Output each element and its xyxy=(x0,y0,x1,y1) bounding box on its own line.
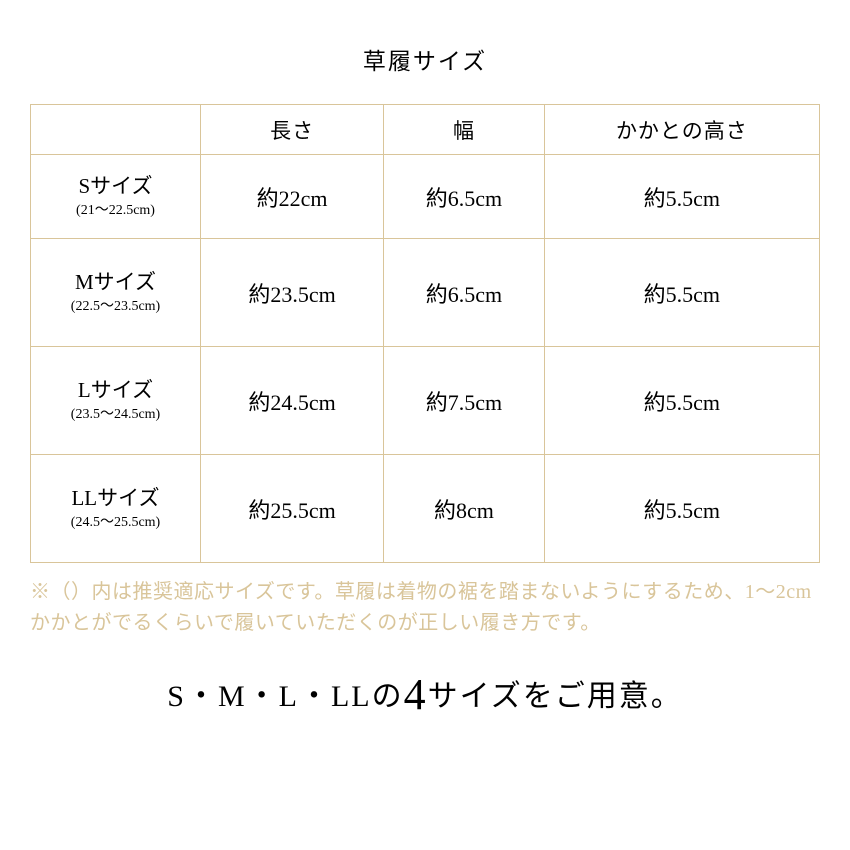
table-row: LLサイズ (24.5〜25.5cm) 約25.5cm 約8cm 約5.5cm xyxy=(31,455,820,563)
table-row: Mサイズ (22.5〜23.5cm) 約23.5cm 約6.5cm 約5.5cm xyxy=(31,239,820,347)
length-cell: 約25.5cm xyxy=(201,455,384,563)
size-range: (24.5〜25.5cm) xyxy=(31,514,200,532)
size-cell: Mサイズ (22.5〜23.5cm) xyxy=(31,239,201,347)
col-header-heel: かかとの高さ xyxy=(544,105,819,155)
size-name: LLサイズ xyxy=(31,485,200,512)
size-cell: Sサイズ (21〜22.5cm) xyxy=(31,155,201,239)
size-cell: LLサイズ (24.5〜25.5cm) xyxy=(31,455,201,563)
width-cell: 約6.5cm xyxy=(384,155,544,239)
size-range: (21〜22.5cm) xyxy=(31,202,200,220)
heel-cell: 約5.5cm xyxy=(544,239,819,347)
length-cell: 約24.5cm xyxy=(201,347,384,455)
size-name: Sサイズ xyxy=(31,173,200,200)
tagline: S・M・L・LLの4サイズをご用意。 xyxy=(167,669,682,720)
table-header-row: 長さ 幅 かかとの高さ xyxy=(31,105,820,155)
tagline-pre: S・M・L・LLの xyxy=(167,680,403,713)
size-name: Lサイズ xyxy=(31,377,200,404)
col-header-blank xyxy=(31,105,201,155)
heel-cell: 約5.5cm xyxy=(544,155,819,239)
heel-cell: 約5.5cm xyxy=(544,455,819,563)
col-header-width: 幅 xyxy=(384,105,544,155)
size-name: Mサイズ xyxy=(31,269,200,296)
tagline-post: サイズをご用意。 xyxy=(428,680,683,713)
tagline-number: 4 xyxy=(404,670,428,719)
footnote: ※（）内は推奨適応サイズです。草履は着物の裾を踏まないようにするため、1〜2cm… xyxy=(30,577,820,639)
width-cell: 約7.5cm xyxy=(384,347,544,455)
heel-cell: 約5.5cm xyxy=(544,347,819,455)
size-range: (22.5〜23.5cm) xyxy=(31,298,200,316)
length-cell: 約23.5cm xyxy=(201,239,384,347)
table-row: Lサイズ (23.5〜24.5cm) 約24.5cm 約7.5cm 約5.5cm xyxy=(31,347,820,455)
width-cell: 約6.5cm xyxy=(384,239,544,347)
page-title: 草履サイズ xyxy=(363,42,487,76)
table-row: Sサイズ (21〜22.5cm) 約22cm 約6.5cm 約5.5cm xyxy=(31,155,820,239)
length-cell: 約22cm xyxy=(201,155,384,239)
size-table: 長さ 幅 かかとの高さ Sサイズ (21〜22.5cm) 約22cm 約6.5c… xyxy=(30,104,820,563)
col-header-length: 長さ xyxy=(201,105,384,155)
width-cell: 約8cm xyxy=(384,455,544,563)
size-range: (23.5〜24.5cm) xyxy=(31,406,200,424)
size-cell: Lサイズ (23.5〜24.5cm) xyxy=(31,347,201,455)
